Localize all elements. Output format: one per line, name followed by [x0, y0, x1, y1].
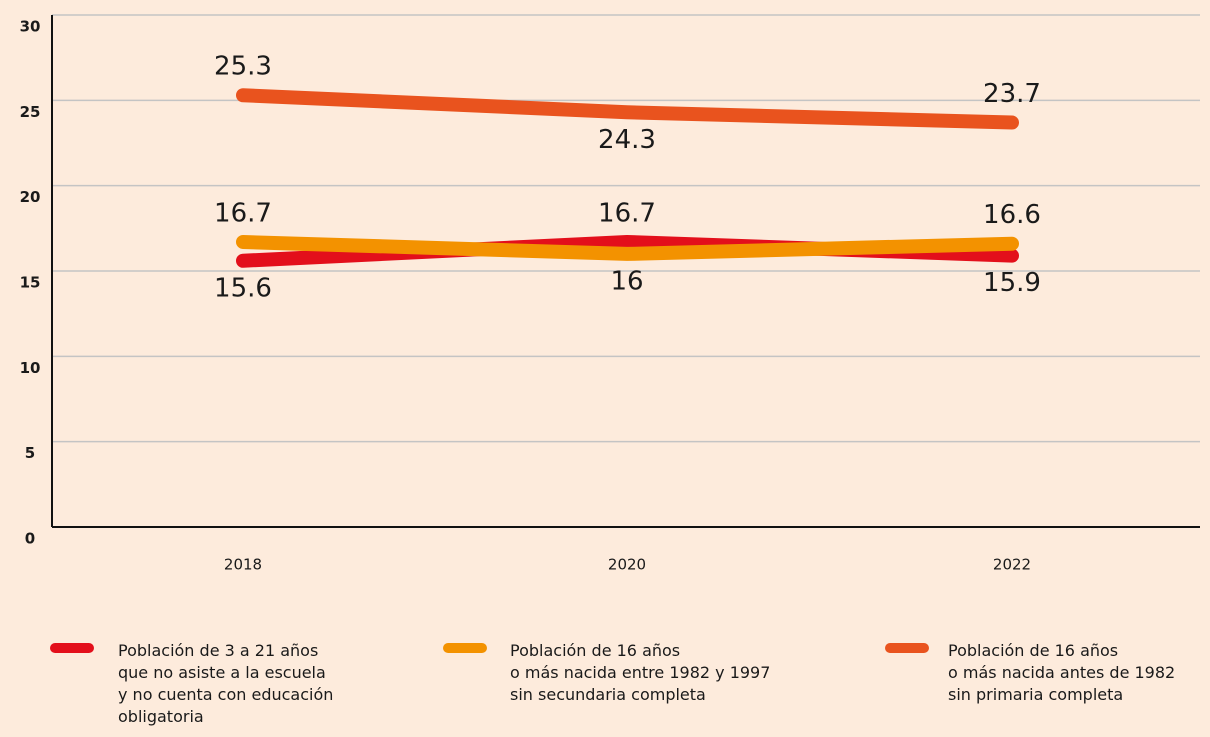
data-label: 15.6	[214, 273, 272, 303]
data-label: 16	[610, 266, 643, 296]
y-tick-label: 10	[20, 359, 41, 377]
data-label: 16.6	[983, 200, 1041, 230]
legend-swatch	[443, 643, 487, 653]
y-tick-label: 5	[25, 444, 35, 462]
data-label: 23.7	[983, 79, 1041, 109]
legend-label: Población de 16 años o más nacida entre …	[510, 641, 771, 704]
data-label: 16.7	[214, 198, 272, 228]
data-label: 24.3	[598, 125, 656, 155]
line-series	[236, 234, 1019, 261]
x-tick-label: 2018	[224, 556, 262, 574]
x-tick-label: 2020	[608, 556, 646, 574]
line-series	[236, 88, 1019, 130]
y-tick-label: 0	[25, 530, 35, 548]
x-tick-label: 2022	[993, 556, 1031, 574]
y-tick-label: 30	[20, 18, 41, 36]
legend-swatch	[885, 643, 929, 653]
data-label: 25.3	[214, 52, 272, 82]
legend-label: Población de 16 años o más nacida antes …	[948, 641, 1176, 704]
data-label: 16.7	[598, 198, 656, 228]
legend-swatch	[50, 643, 94, 653]
legend-label: Población de 3 a 21 años que no asiste a…	[118, 641, 334, 726]
y-tick-label: 15	[20, 274, 41, 292]
y-tick-label: 20	[20, 188, 41, 206]
data-label: 15.9	[983, 268, 1041, 298]
y-tick-label: 25	[20, 103, 41, 121]
